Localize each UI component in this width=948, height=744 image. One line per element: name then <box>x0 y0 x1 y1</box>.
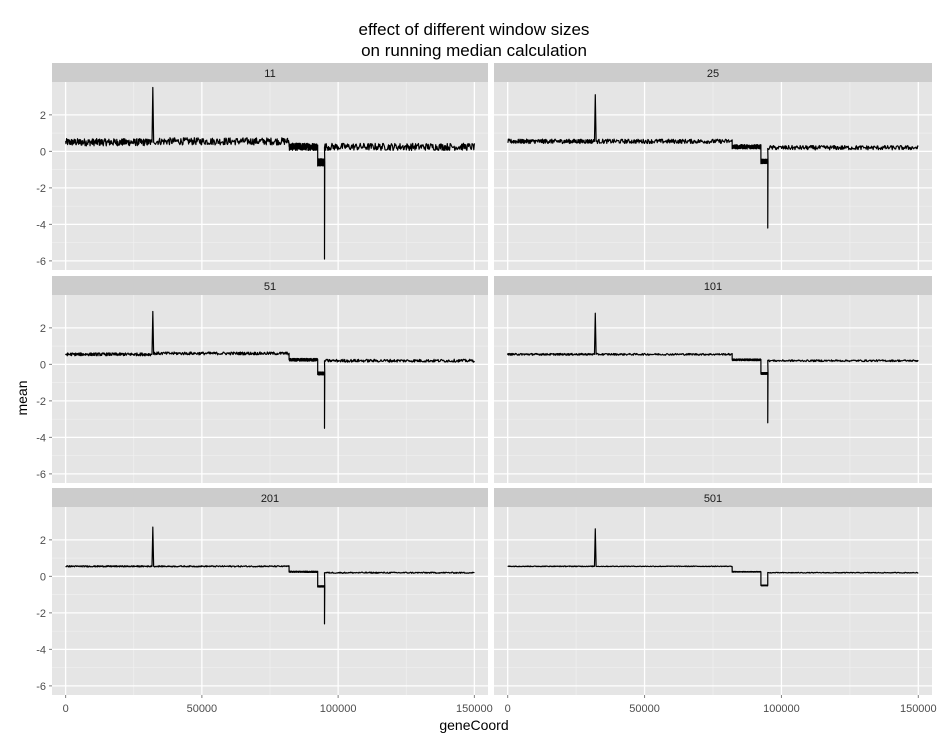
y-tick-label: 2 <box>40 110 46 122</box>
x-tick-label: 150000 <box>456 703 493 715</box>
facet-strip <box>52 276 488 295</box>
series-line <box>507 312 919 424</box>
y-tick-label: 2 <box>40 535 46 547</box>
x-tick-label: 150000 <box>900 703 937 715</box>
x-tick-label: 0 <box>505 703 511 715</box>
facet-strip <box>52 488 488 507</box>
x-tick-label: 50000 <box>629 703 660 715</box>
y-tick-label: 0 <box>40 146 46 158</box>
facet-strip <box>494 276 932 295</box>
series-line <box>507 94 919 229</box>
facet-strip-label: 11 <box>264 68 275 80</box>
y-tick-label: -6 <box>36 469 46 481</box>
facet-strip <box>52 63 488 82</box>
facet-strip-label: 25 <box>707 68 719 80</box>
x-tick-label: 100000 <box>320 703 357 715</box>
y-tick-label: 0 <box>40 359 46 371</box>
series-line <box>65 86 475 260</box>
facet-strip <box>494 488 932 507</box>
y-tick-label: 0 <box>40 571 46 583</box>
facet-strip-label: 201 <box>261 493 279 505</box>
y-tick-label: -6 <box>36 256 46 268</box>
facet-strip-label: 101 <box>704 281 722 293</box>
x-tick-label: 0 <box>63 703 69 715</box>
y-tick-label: -2 <box>36 608 46 620</box>
y-tick-label: 2 <box>40 323 46 335</box>
series-line <box>65 526 475 625</box>
y-axis-title: mean <box>14 380 30 416</box>
chart-title-line-2: on running median calculation <box>361 41 587 60</box>
y-tick-label: -2 <box>36 183 46 195</box>
series-line <box>65 310 475 429</box>
x-tick-label: 100000 <box>763 703 800 715</box>
y-tick-label: -2 <box>36 396 46 408</box>
x-axis-title: geneCoord <box>439 717 509 733</box>
y-tick-label: -4 <box>36 432 46 444</box>
y-tick-label: -4 <box>36 219 46 231</box>
facet-strip <box>494 63 932 82</box>
series-line <box>507 528 919 587</box>
facet-strip-label: 51 <box>264 281 276 293</box>
facet-strip-label: 501 <box>704 493 722 505</box>
chart-title-line-1: effect of different window sizes <box>358 20 590 39</box>
x-tick-label: 50000 <box>187 703 218 715</box>
y-tick-label: -6 <box>36 681 46 693</box>
y-tick-label: -4 <box>36 644 46 656</box>
